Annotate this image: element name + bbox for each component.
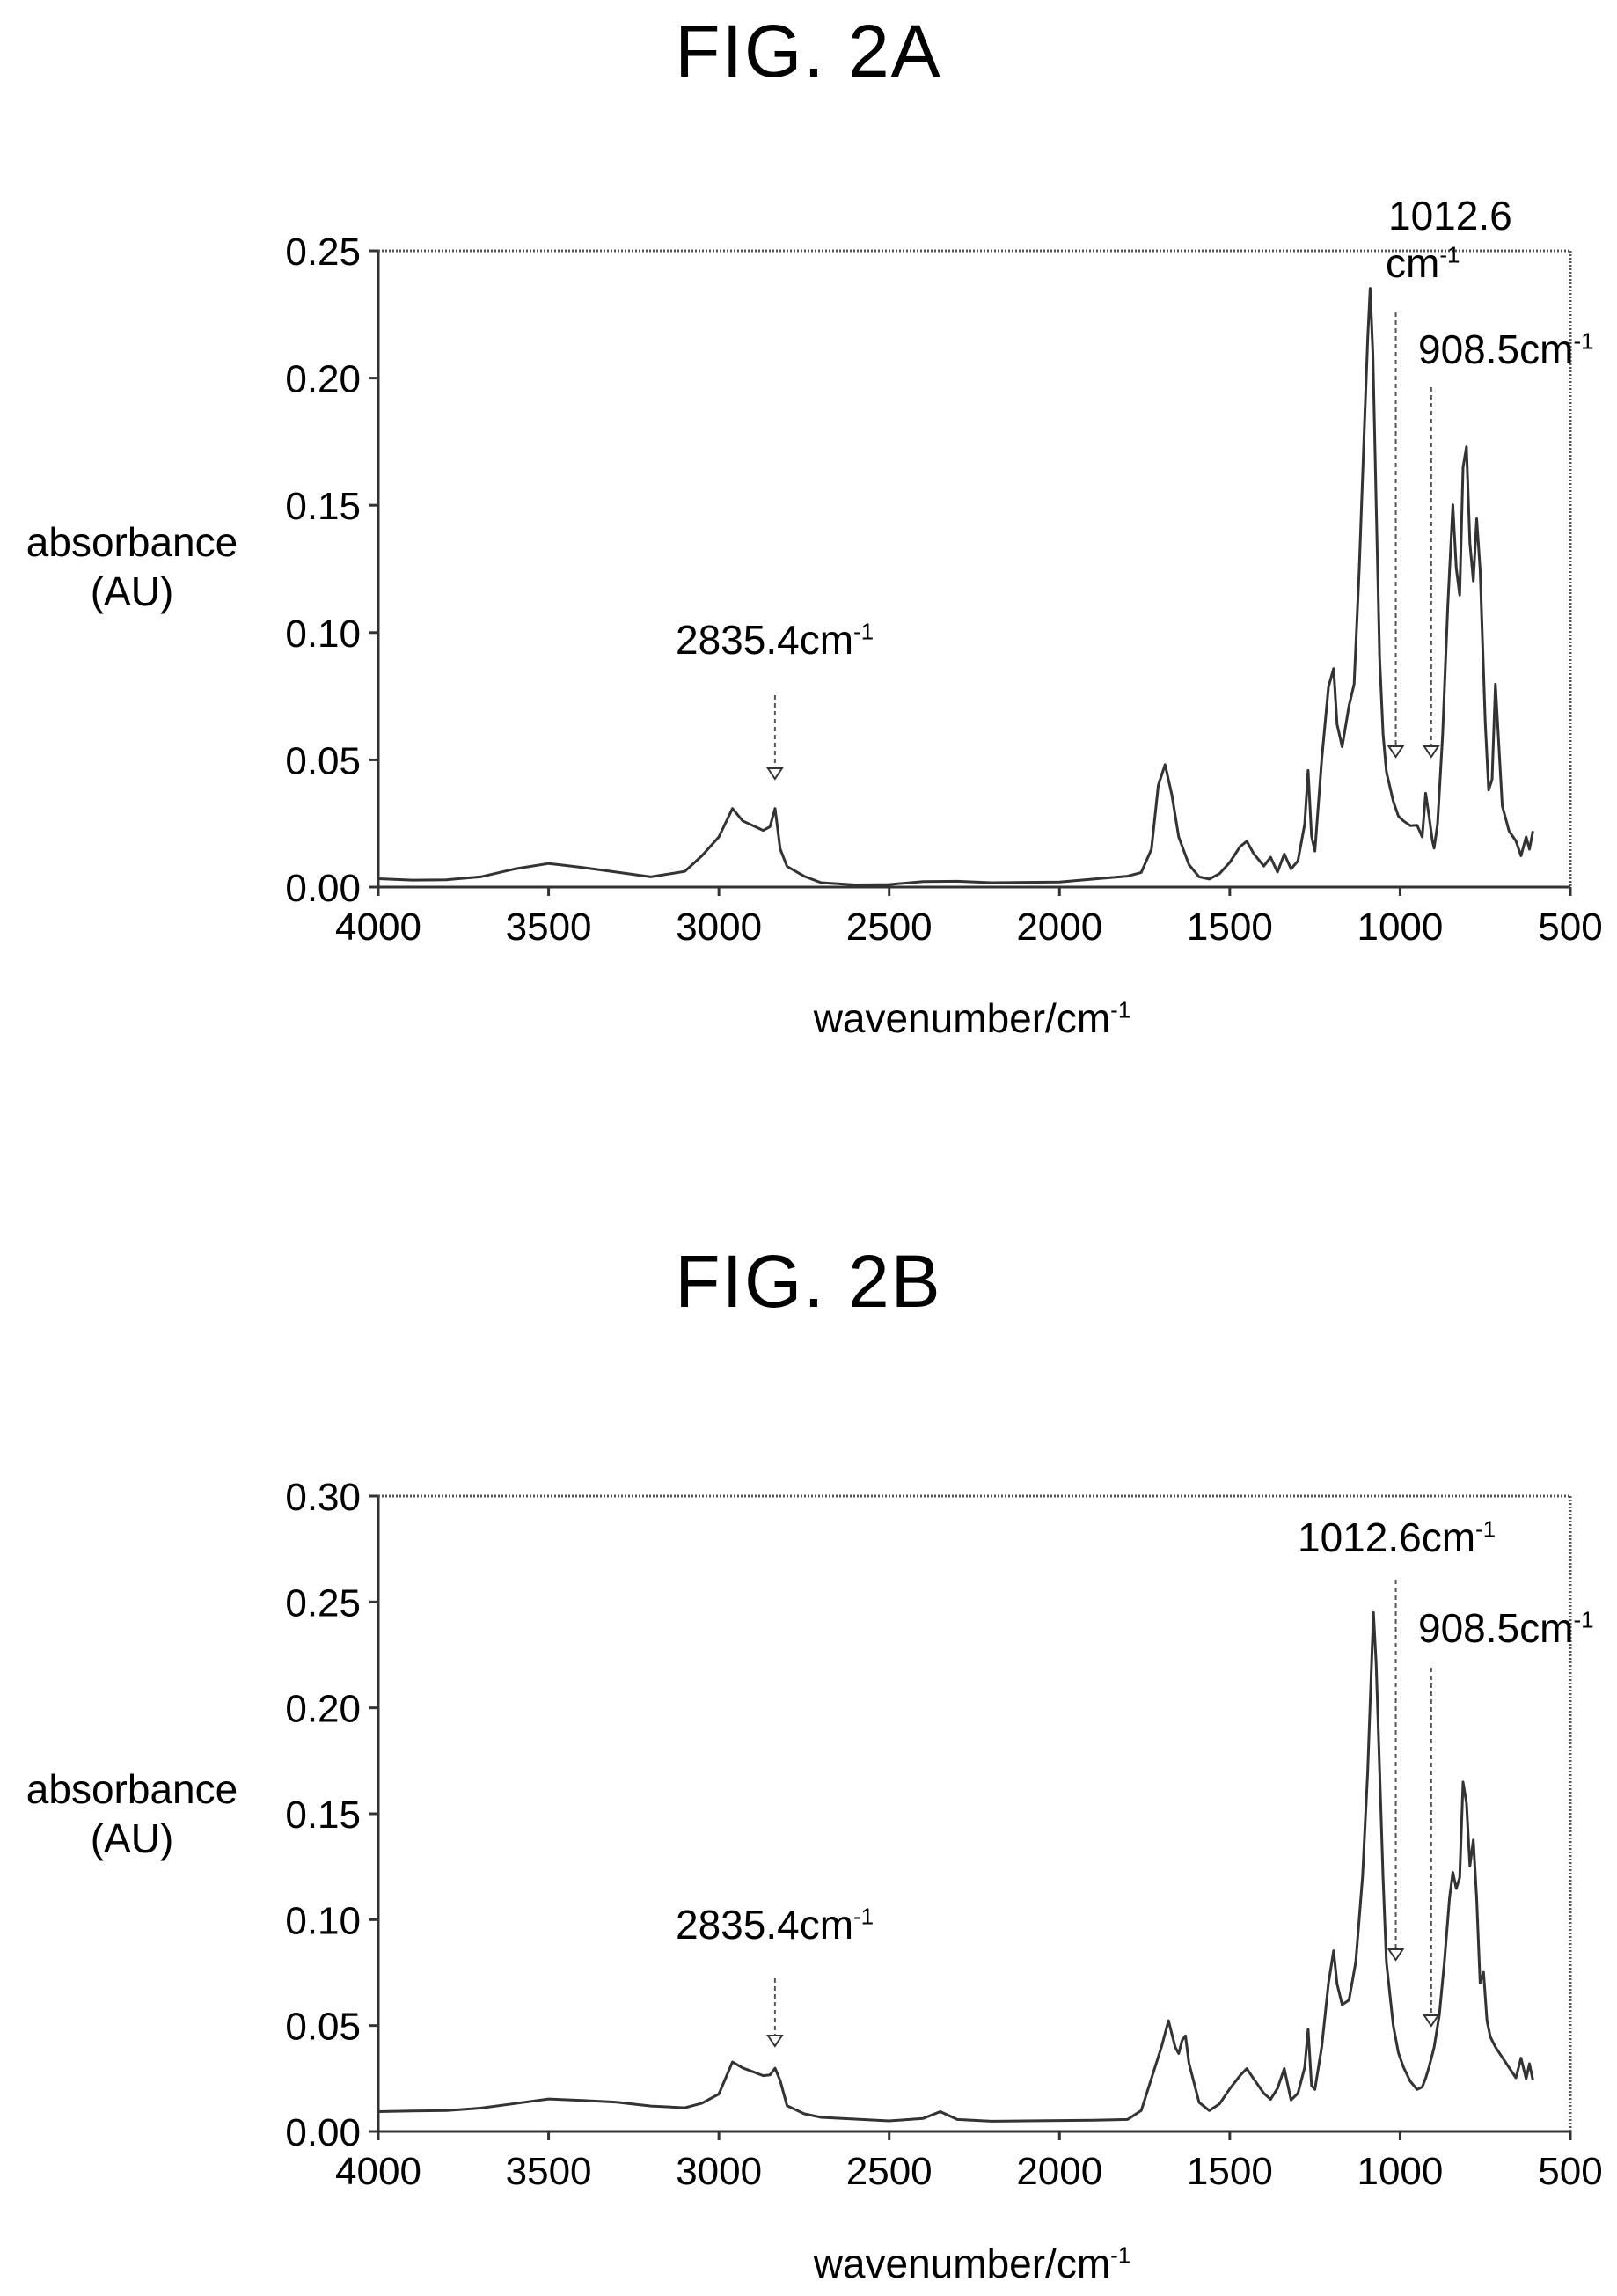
y-axis-label-b: absorbance (AU) <box>0 1764 264 1863</box>
annotation-sup: -1 <box>853 1903 874 1930</box>
annotation-text: cm <box>1386 240 1440 286</box>
y-tick-label: 0.20 <box>285 358 361 401</box>
y-tick-label: 0.00 <box>285 867 361 910</box>
x-tick-label: 1000 <box>1357 906 1443 949</box>
annotation-text: 1012.6cm <box>1298 1515 1476 1560</box>
x-tick-label: 500 <box>1538 2150 1602 2193</box>
x-tick-label: 2500 <box>846 906 933 949</box>
x-axis-label-text: wavenumber/cm <box>813 2241 1111 2286</box>
y-tick-label: 0.10 <box>285 613 361 656</box>
annotation-2835-a: 2835.4cm-1 <box>676 616 874 664</box>
x-tick-label: 2000 <box>1016 906 1102 949</box>
annotation-1012-b: 1012.6cm-1 <box>1298 1514 1496 1561</box>
annotation-sup: -1 <box>853 618 874 645</box>
annotation-sup: -1 <box>1573 1606 1594 1633</box>
x-tick-label: 3500 <box>506 2150 592 2193</box>
annotation-908-b: 908.5cm-1 <box>1418 1604 1594 1652</box>
y-axis-label-line2: (AU) <box>90 1816 174 1861</box>
x-tick-label: 3000 <box>676 2150 762 2193</box>
y-tick-label: 0.25 <box>285 1581 361 1625</box>
x-tick-label: 3000 <box>676 906 762 949</box>
annotation-sup: -1 <box>1573 327 1594 355</box>
annotation-908-a: 908.5cm-1 <box>1418 326 1594 373</box>
x-tick-label: 1500 <box>1187 2150 1273 2193</box>
annotation-marker <box>1387 745 1405 759</box>
spectrum-chart-a: 0.00 0.05 0.10 0.15 0.20 0.25 4000 3500 3000 2500… <box>285 231 1602 949</box>
annotation-1012-line1-a: 1012.6 <box>1388 193 1512 238</box>
x-tick-label: 4000 <box>335 906 421 949</box>
y-tick-label: 0.00 <box>285 2111 361 2154</box>
x-tick-label: 1500 <box>1187 906 1273 949</box>
y-tick-label: 0.05 <box>285 739 361 782</box>
x-tick-label: 500 <box>1538 906 1602 949</box>
x-tick-label: 2000 <box>1016 2150 1102 2193</box>
x-tick-label: 3500 <box>506 906 592 949</box>
y-tick-label: 0.15 <box>285 1794 361 1837</box>
x-axis-label-text: wavenumber/cm <box>813 995 1111 1041</box>
x-axis-label-sup: -1 <box>1110 2241 1131 2269</box>
annotation-text: 2835.4cm <box>676 617 854 663</box>
annotation-2835-b: 2835.4cm-1 <box>676 1901 874 1948</box>
y-tick-label: 0.25 <box>285 231 361 274</box>
figure-title-a: FIG. 2A <box>675 10 942 92</box>
y-axis-label-a: absorbance (AU) <box>0 517 264 616</box>
y-tick-label: 0.30 <box>285 1476 361 1519</box>
spectrum-line <box>377 287 1534 886</box>
y-tick-label: 0.15 <box>285 485 361 528</box>
x-axis-label-sup: -1 <box>1110 996 1131 1023</box>
y-tick-label: 0.05 <box>285 2006 361 2049</box>
annotation-sup: -1 <box>1475 1515 1496 1543</box>
annotation-text: 908.5cm <box>1418 1605 1574 1651</box>
x-axis-label-b: wavenumber/cm-1 <box>532 2240 1412 2287</box>
y-axis-label-line1: absorbance <box>26 1766 238 1812</box>
annotation-marker <box>1422 2014 1440 2028</box>
figure-title-b: FIG. 2B <box>675 1240 942 1323</box>
x-tick-label: 1000 <box>1357 2150 1443 2193</box>
x-axis-label-a: wavenumber/cm-1 <box>532 994 1412 1042</box>
annotation-text: 2835.4cm <box>676 1902 854 1948</box>
annotation-sup: -1 <box>1439 241 1460 268</box>
annotation-marker <box>1387 1948 1405 1962</box>
annotation-marker <box>765 2035 784 2048</box>
y-tick-label: 0.20 <box>285 1688 361 1731</box>
y-axis-label-line2: (AU) <box>90 568 174 614</box>
annotation-marker <box>765 767 784 781</box>
annotation-1012-line2-a: cm-1 <box>1386 239 1460 287</box>
x-tick-label: 2500 <box>846 2150 933 2193</box>
y-tick-label: 0.10 <box>285 1899 361 1942</box>
spectrum-line <box>377 1610 1534 2123</box>
annotation-text: 908.5cm <box>1418 326 1574 372</box>
y-axis-label-line1: absorbance <box>26 519 238 565</box>
x-tick-label: 4000 <box>335 2150 421 2193</box>
annotation-marker <box>1422 745 1440 759</box>
